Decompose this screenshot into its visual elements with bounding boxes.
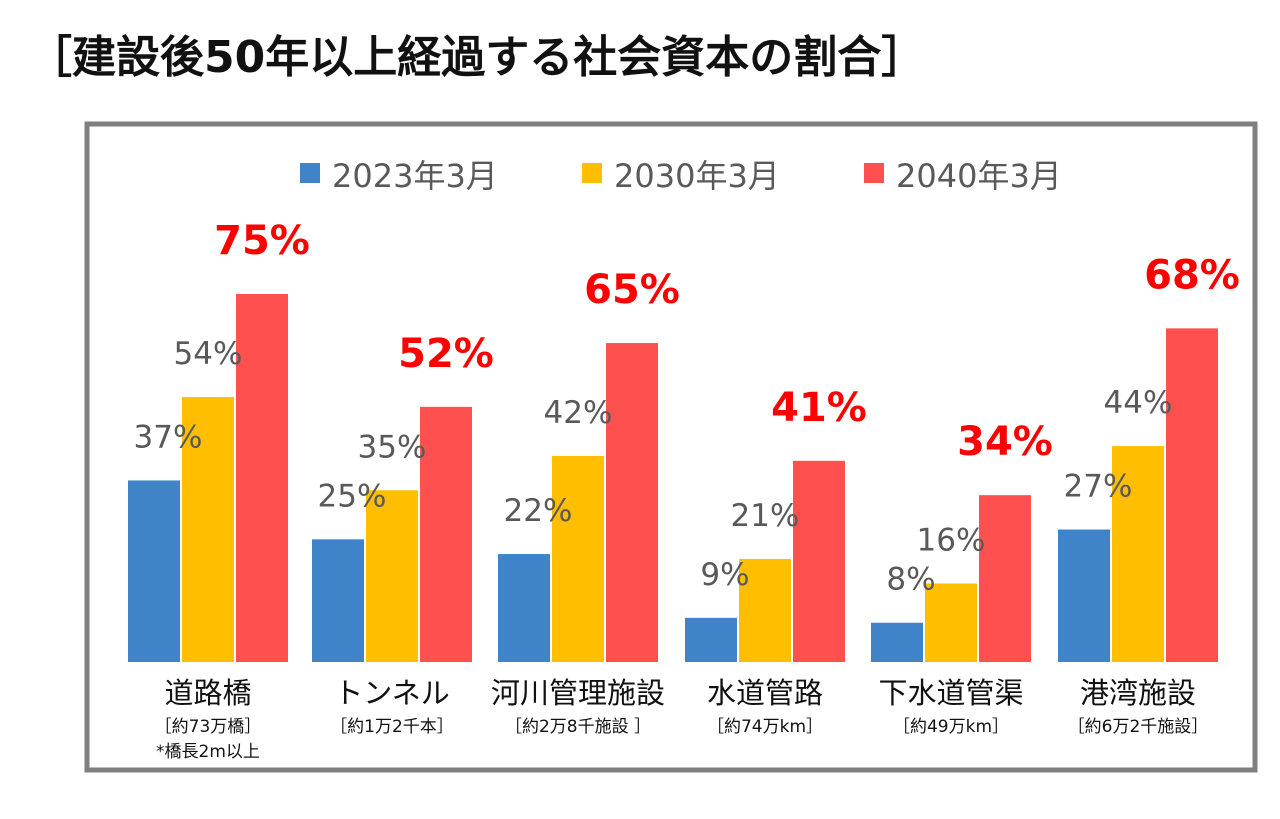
data-label: 34% bbox=[957, 419, 1053, 465]
legend-label: 2030年3月 bbox=[614, 157, 780, 195]
data-label: 68% bbox=[1144, 252, 1240, 298]
chart-title: ［建設後50年以上経過する社会資本の割合］ bbox=[28, 32, 925, 83]
bar bbox=[739, 558, 791, 662]
category-labels: 道路橋 ［約73万橋］ *橋長2m以上 トンネル ［約1万2千本］ 河川管理施設 ［約2万8… bbox=[155, 676, 1209, 762]
legend: 2023年3月 2030年3月 2040年3月 bbox=[300, 157, 1062, 195]
legend-swatch bbox=[300, 163, 320, 183]
category-note: ［約74万km］ bbox=[707, 717, 823, 737]
bar bbox=[1166, 328, 1218, 662]
category-note: ［約49万km］ bbox=[893, 717, 1009, 737]
data-label: 75% bbox=[214, 218, 310, 264]
data-label: 42% bbox=[544, 395, 613, 431]
data-label: 52% bbox=[398, 331, 494, 377]
data-label: 21% bbox=[731, 498, 800, 534]
category-label: 水道管路 bbox=[707, 676, 823, 710]
category-label: トンネル bbox=[334, 676, 449, 710]
category-label: 河川管理施設 bbox=[491, 676, 665, 710]
bar bbox=[498, 554, 550, 662]
data-label: 22% bbox=[504, 493, 573, 529]
bar bbox=[1058, 529, 1110, 662]
bar bbox=[312, 539, 364, 662]
category-label: 下水道管渠 bbox=[878, 676, 1023, 710]
data-label: 25% bbox=[318, 478, 387, 514]
category-note: ［約2万8千施設 ］ bbox=[505, 717, 651, 737]
bar bbox=[182, 397, 234, 662]
bar bbox=[1112, 446, 1164, 662]
category-note: ［約73万橋］ bbox=[155, 717, 262, 737]
bar bbox=[979, 495, 1031, 662]
data-label: 65% bbox=[584, 267, 680, 313]
category-note: ［約6万2千施設］ bbox=[1068, 717, 1209, 737]
legend-swatch bbox=[582, 163, 602, 183]
bar bbox=[793, 460, 845, 662]
bar bbox=[236, 294, 288, 662]
bar bbox=[552, 455, 604, 662]
data-label: 54% bbox=[174, 336, 243, 372]
data-label: 9% bbox=[700, 557, 749, 593]
data-label: 41% bbox=[771, 385, 867, 431]
data-label: 44% bbox=[1104, 385, 1173, 421]
category-note: ［約1万2千本］ bbox=[330, 717, 454, 737]
data-label: 35% bbox=[358, 429, 427, 465]
bars bbox=[128, 294, 1218, 662]
category-label: 港湾施設 bbox=[1080, 676, 1196, 710]
bar bbox=[606, 343, 658, 662]
category-label: 道路橋 bbox=[164, 676, 251, 710]
legend-label: 2040年3月 bbox=[896, 157, 1062, 195]
legend-swatch bbox=[864, 163, 884, 183]
data-labels: 37% 54% 75% 25% 35% 52% 22% 42% 65% 9% 21% 41% 8% 16%… bbox=[134, 218, 1240, 598]
data-label: 27% bbox=[1064, 469, 1133, 505]
category-note: *橋長2m以上 bbox=[156, 742, 260, 762]
bar bbox=[925, 583, 977, 662]
data-label: 37% bbox=[134, 419, 203, 455]
data-label: 16% bbox=[917, 522, 986, 558]
bar bbox=[128, 480, 180, 662]
legend-label: 2023年3月 bbox=[332, 157, 498, 195]
data-label: 8% bbox=[886, 562, 935, 598]
bar bbox=[685, 617, 737, 662]
bar bbox=[420, 406, 472, 662]
bar bbox=[871, 622, 923, 662]
bar bbox=[366, 490, 418, 662]
